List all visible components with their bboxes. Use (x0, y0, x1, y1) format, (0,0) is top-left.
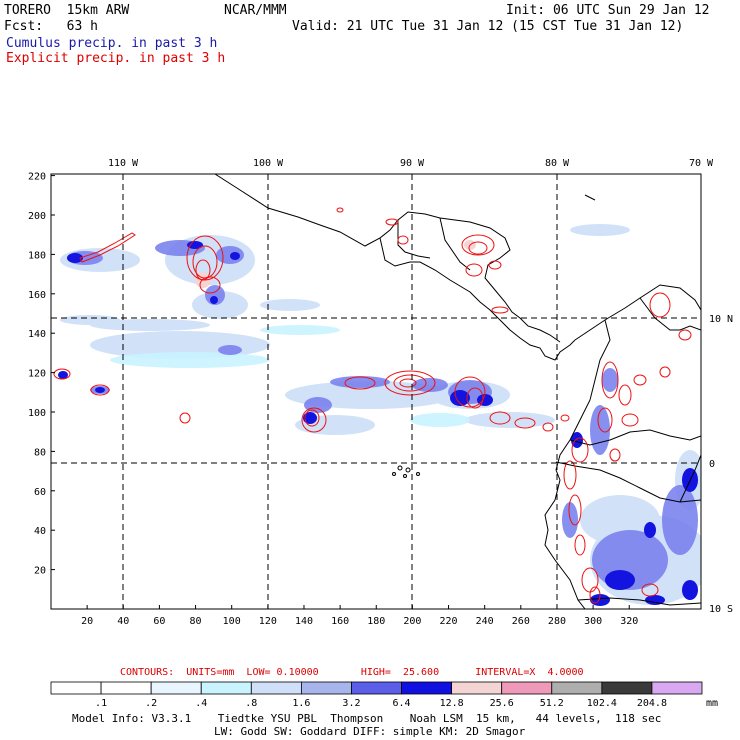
colorbar-swatch (150, 681, 202, 695)
colorbar-label: 12.8 (440, 698, 464, 709)
x-tick-label: 80 (190, 616, 202, 627)
forecast-hour: Fcst: 63 h (4, 19, 98, 34)
colorbar: .1.2.4.8 1.6 3.2 6.4 12.8 25.6 51.2 102.4 204.8 … (50, 681, 718, 709)
colorbar-label: 1.6 (292, 698, 310, 709)
x-tick-label: 180 (367, 616, 385, 627)
colorbar-label: .1 (95, 698, 107, 709)
lon-label: 100 W (253, 158, 284, 169)
colorbar-swatch (651, 681, 703, 695)
x-tick-label: 160 (331, 616, 349, 627)
explicit-title: Explicit precip. in past 3 h (6, 51, 226, 66)
colorbar-label: 102.4 (587, 698, 617, 709)
lat-label: 0 (709, 459, 715, 470)
colorbar-swatch (351, 681, 402, 695)
colorbar-swatch (100, 681, 152, 695)
colorbar-label: 6.4 (393, 698, 411, 709)
x-tick-label: 20 (81, 616, 93, 627)
contours-info: CONTOURS: UNITS=mm LOW= 0.10000 HIGH= 25… (120, 667, 584, 678)
init-time: Init: 06 UTC Sun 29 Jan 12 (506, 3, 710, 18)
x-tick-label: 260 (512, 616, 530, 627)
y-axis: 220 200 180 160 140 120 100 80 60 40 20 (28, 172, 55, 577)
lon-label: 90 W (400, 158, 425, 169)
cumulus-precip-field (58, 224, 701, 606)
y-tick-label: 140 (28, 329, 46, 340)
colorbar-label: 51.2 (540, 698, 564, 709)
explicit-precip-contours (53, 207, 692, 604)
colorbar-swatch (200, 681, 252, 695)
colorbar-swatch (601, 681, 653, 695)
colorbar-swatch (401, 681, 453, 695)
colorbar-label: .8 (245, 698, 257, 709)
colorbar-swatch (250, 681, 302, 695)
y-tick-label: 200 (28, 211, 46, 222)
x-tick-label: 200 (403, 616, 421, 627)
y-tick-label: 100 (28, 408, 46, 419)
x-tick-label: 300 (584, 616, 602, 627)
lon-label-row: 110 W 100 W 90 W 80 W 70 W (108, 158, 714, 169)
graticule (51, 174, 701, 609)
lon-label: 70 W (689, 158, 714, 169)
colorbar-swatch (551, 681, 603, 695)
y-tick-label: 160 (28, 290, 46, 301)
y-tick-label: 60 (34, 487, 46, 498)
x-axis: 20 40 60 80 100 120 140 160 180 200 220 240 260 280 30… (81, 605, 638, 627)
x-tick-label: 320 (620, 616, 638, 627)
x-tick-label: 240 (476, 616, 494, 627)
x-tick-label: 220 (440, 616, 458, 627)
x-tick-label: 40 (117, 616, 129, 627)
y-tick-label: 20 (34, 566, 46, 577)
x-tick-label: 280 (548, 616, 566, 627)
x-tick-label: 120 (259, 616, 277, 627)
colorbar-swatch (50, 681, 102, 695)
lat-label: 10 S (709, 604, 733, 615)
y-tick-label: 80 (34, 447, 46, 458)
colorbar-unit: mm (706, 698, 718, 709)
contours-info-row: CONTOURS: UNITS=mm LOW= 0.10000 HIGH= 25… (120, 667, 584, 678)
lon-label: 110 W (108, 158, 139, 169)
y-tick-label: 220 (28, 172, 46, 183)
footer-physics-info: LW: Godd SW: Goddard DIFF: simple KM: 2D… (214, 725, 526, 738)
colorbar-label: .4 (195, 698, 207, 709)
colorbar-swatch (451, 681, 503, 695)
cumulus-title: Cumulus precip. in past 3 h (6, 36, 218, 51)
x-tick-label: 140 (295, 616, 313, 627)
footer-model-info: Model Info: V3.3.1 Tiedtke YSU PBL Thomp… (72, 712, 662, 725)
colorbar-label: 3.2 (342, 698, 360, 709)
precip-map: 220 200 180 160 140 120 100 80 60 40 20 20 40 60 80 10… (28, 172, 733, 627)
lat-label: 10 N (709, 314, 733, 325)
y-tick-label: 120 (28, 369, 46, 380)
model-title: TORERO 15km ARW (4, 3, 130, 18)
y-tick-label: 180 (28, 250, 46, 261)
colorbar-swatch (501, 681, 553, 695)
lon-label: 80 W (545, 158, 570, 169)
colorbar-label: 204.8 (637, 698, 667, 709)
coastlines (214, 174, 701, 609)
x-tick-label: 100 (223, 616, 241, 627)
colorbar-swatch (300, 681, 352, 695)
colorbar-label: 25.6 (490, 698, 514, 709)
x-tick-label: 60 (153, 616, 165, 627)
y-tick-label: 40 (34, 526, 46, 537)
colorbar-label: .2 (145, 698, 157, 709)
center-label: NCAR/MMM (224, 3, 287, 18)
valid-time: Valid: 21 UTC Tue 31 Jan 12 (15 CST Tue … (292, 19, 684, 34)
